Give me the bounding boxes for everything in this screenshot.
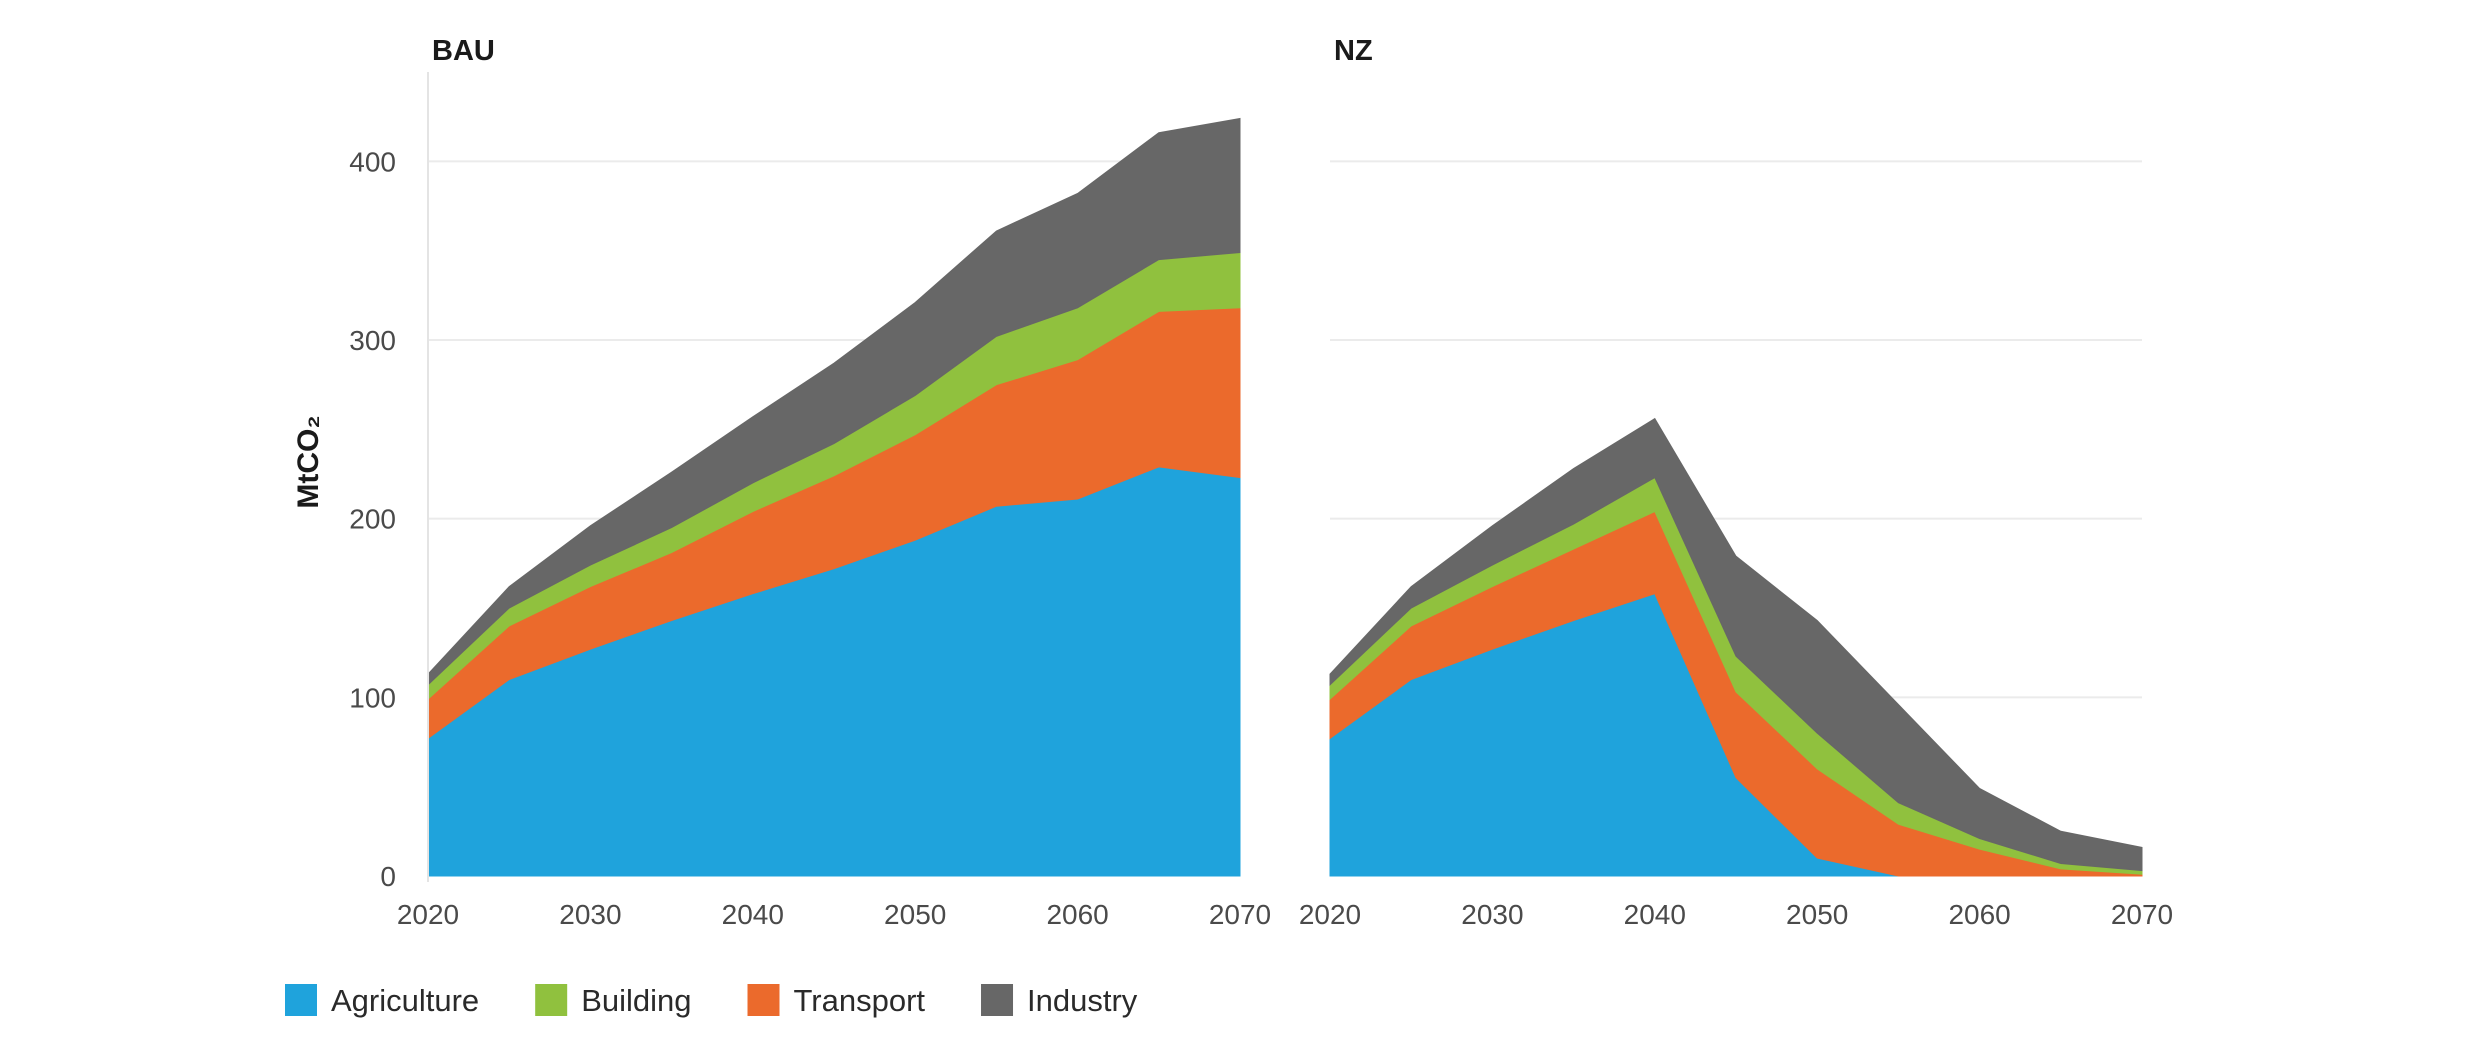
x-tick-label-bau-2060: 2060 — [1046, 899, 1108, 930]
x-tick-label-nz-2040: 2040 — [1624, 899, 1686, 930]
panel-bau: 0 100 200 300 400 2020 2030 2040 2050 2060 2070 BAU — [349, 35, 1271, 930]
x-tick-label-bau-2040: 2040 — [722, 899, 784, 930]
x-tick-label-bau-2030: 2030 — [559, 899, 621, 930]
x-tick-label-nz-2060: 2060 — [1948, 899, 2010, 930]
panel-title-nz: NZ — [1334, 35, 1373, 67]
legend-swatch-industry — [981, 984, 1014, 1016]
x-tick-label-nz-2020: 2020 — [1299, 899, 1361, 930]
legend: Agriculture Building Transport Industry — [285, 983, 1138, 1018]
area-bau-industry — [427, 117, 1241, 686]
legend-swatch-building — [535, 984, 568, 1016]
x-tick-label-nz-2050: 2050 — [1786, 899, 1848, 930]
area-nz-industry — [1329, 417, 2143, 872]
x-tick-label-bau-2070: 2070 — [1209, 899, 1271, 930]
y-tick-label-300: 300 — [349, 325, 396, 356]
panel-nz: 2020 2030 2040 2050 2060 2070 NZ — [1299, 35, 2173, 930]
legend-label-transport: Transport — [794, 983, 926, 1018]
legend-swatch-agriculture — [285, 984, 317, 1016]
legend-label-industry: Industry — [1027, 983, 1138, 1018]
y-tick-label-0: 0 — [380, 861, 396, 892]
legend-label-building: Building — [581, 983, 691, 1018]
x-tick-label-bau-2050: 2050 — [884, 899, 946, 930]
y-tick-label-200: 200 — [349, 504, 396, 535]
panel-title-bau: BAU — [432, 35, 495, 67]
y-tick-label-100: 100 — [349, 682, 396, 713]
legend-swatch-transport — [747, 984, 780, 1016]
x-tick-label-bau-2020: 2020 — [397, 899, 459, 930]
x-tick-label-nz-2070: 2070 — [2111, 899, 2173, 930]
y-axis-label: MtCO₂ — [292, 415, 325, 508]
x-tick-label-nz-2030: 2030 — [1461, 899, 1523, 930]
y-tick-label-400: 400 — [349, 146, 396, 177]
legend-label-agriculture: Agriculture — [331, 983, 479, 1018]
